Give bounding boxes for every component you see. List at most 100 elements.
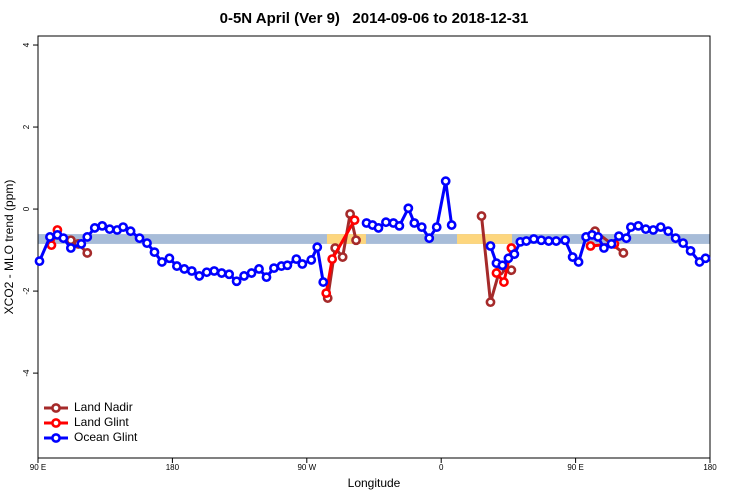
point [282, 260, 293, 271]
point [216, 268, 227, 278]
point [164, 253, 175, 264]
y-tick-label: 4 [22, 42, 31, 47]
point [312, 242, 323, 253]
x-axis-label: Longitude [348, 476, 401, 490]
point [351, 235, 361, 246]
point [700, 253, 711, 264]
point [345, 209, 356, 219]
point [560, 235, 571, 246]
point [640, 224, 651, 235]
legend-marker [51, 403, 61, 413]
point [89, 223, 100, 233]
point [125, 226, 136, 237]
y-tick-label: 2 [22, 124, 31, 129]
point [381, 217, 391, 228]
point [491, 268, 502, 278]
point [621, 233, 632, 244]
point [485, 297, 496, 308]
point [171, 261, 182, 271]
chart-title: 0-5N April (Ver 9) 2014-09-06 to 2018-12… [220, 10, 529, 27]
point [209, 266, 220, 276]
point [536, 235, 547, 246]
point [82, 232, 93, 242]
point [134, 233, 145, 244]
legend-label: Land Nadir [74, 400, 133, 414]
point [497, 260, 508, 271]
point [157, 257, 167, 267]
point [179, 264, 190, 274]
point [585, 241, 596, 251]
point [201, 267, 212, 278]
point [485, 241, 496, 251]
y-tick-label: -2 [22, 287, 31, 295]
point [349, 215, 360, 226]
point [297, 259, 308, 269]
point [618, 248, 629, 258]
point [186, 266, 197, 276]
point [76, 239, 87, 249]
point [409, 218, 420, 228]
point [506, 265, 517, 276]
point [337, 252, 348, 262]
point [231, 276, 242, 287]
point [440, 176, 451, 187]
point [593, 232, 603, 242]
point [403, 203, 414, 214]
point [58, 233, 69, 244]
point [239, 271, 249, 281]
point [291, 254, 302, 264]
point [599, 243, 609, 253]
point [567, 252, 578, 262]
point [573, 257, 584, 267]
plot-frame [37, 35, 711, 459]
point [446, 220, 457, 230]
point [261, 272, 272, 283]
point [655, 222, 666, 233]
point [34, 256, 45, 267]
point [194, 271, 205, 281]
point [45, 232, 55, 242]
point [509, 249, 520, 260]
legend-marker [51, 418, 61, 428]
point [663, 226, 674, 237]
point [321, 288, 332, 299]
point [104, 224, 115, 235]
point [306, 255, 317, 265]
point [394, 220, 405, 231]
point [606, 239, 617, 249]
point [648, 225, 659, 235]
point [97, 220, 108, 231]
y-axis-label: XCO2 - MLO trend (ppm) [2, 180, 16, 315]
point [476, 211, 487, 221]
point [499, 277, 509, 287]
point [246, 268, 257, 278]
y-tick-label: -4 [22, 369, 31, 377]
point [431, 222, 442, 233]
point [327, 254, 338, 264]
legend-label: Land Glint [74, 415, 129, 429]
point [625, 222, 636, 233]
series-line [38, 180, 707, 284]
point [65, 243, 76, 253]
point [149, 247, 160, 258]
x-tick-label: 180 [166, 463, 180, 472]
reference-band [38, 234, 710, 244]
point [82, 248, 93, 258]
x-tick-label: 180 [703, 463, 717, 472]
x-tick-label: 90 E [30, 463, 46, 472]
y-tick-label: 0 [22, 206, 31, 211]
point [678, 238, 689, 249]
point [416, 222, 427, 233]
point [670, 233, 681, 244]
point [521, 236, 532, 246]
point [224, 269, 235, 280]
x-tick-label: 0 [439, 463, 444, 472]
point [424, 233, 435, 244]
point [543, 236, 554, 246]
point [633, 220, 644, 231]
point [318, 277, 329, 287]
point [373, 223, 384, 233]
point [551, 236, 562, 246]
x-tick-label: 90 E [567, 463, 583, 472]
